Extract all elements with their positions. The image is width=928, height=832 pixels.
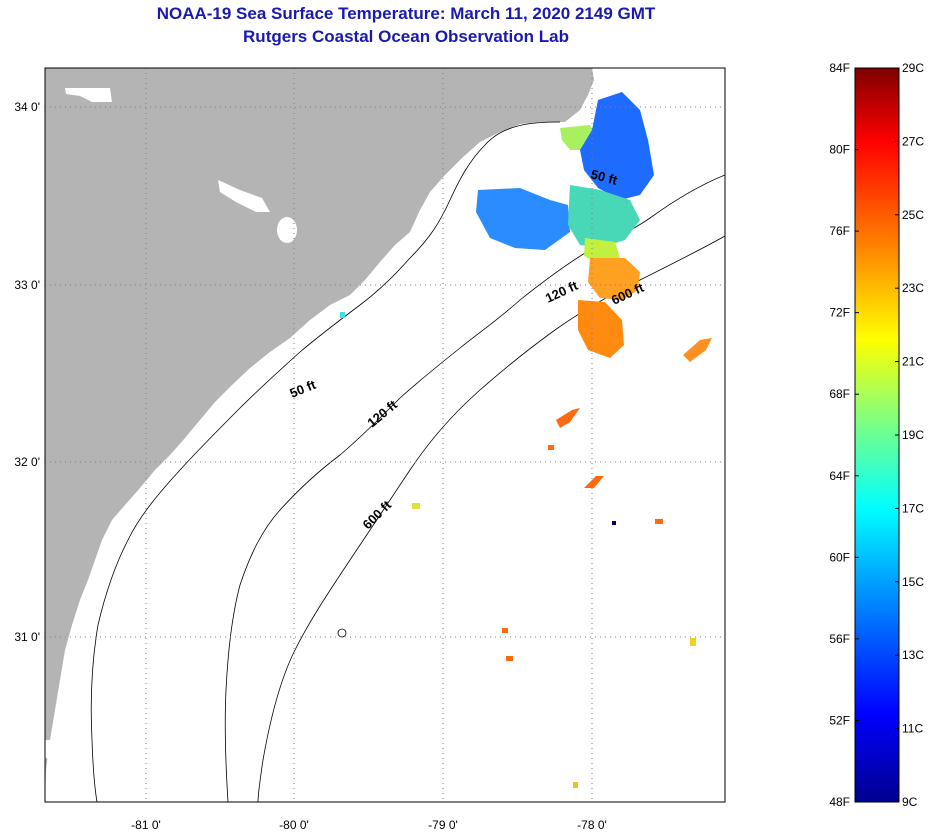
colorbar-f-label: 48F [829,795,850,809]
colorbar-c-label: 27C [902,134,924,148]
colorbar-c-label: 25C [902,208,924,222]
colorbar-f-label: 72F [829,306,850,320]
colorbar-f-label: 60F [829,550,850,564]
lon-label-81: -81 0' [131,818,161,832]
map-subtitle: Rutgers Coastal Ocean Observation Lab [243,27,569,46]
lat-label-32: 32 0' [14,455,40,469]
sst-speck-8 [612,521,616,525]
sst-speck-4 [506,656,513,661]
lon-label-80: -80 0' [279,818,309,832]
sst-streak-1 [556,408,580,428]
map-frame [44,67,726,803]
colorbar-f-label: 76F [829,224,850,238]
sst-speck-7 [340,312,345,318]
lake-2 [218,180,270,212]
map-title: NOAA-19 Sea Surface Temperature: March 1… [156,4,656,23]
sst-speck-1 [412,503,420,509]
sst-patch-yellow [584,238,620,264]
sst-patch-cyan [568,185,640,248]
contour-600ft-loop [337,628,347,638]
sst-speck-3 [502,628,508,633]
colorbar-f-label: 80F [829,143,850,157]
colorbar-c-label: 23C [902,281,924,295]
graticule [45,68,725,802]
colorbar-c-label: 11C [902,722,923,736]
colorbar-c-label: 13C [902,648,924,662]
colorbar-f-label: 64F [829,469,850,483]
lat-label-31: 31 0' [14,630,40,644]
colorbar-fahrenheit-labels: 84F 80F 76F 72F 68F 64F 60F 56F 52F 48F [829,61,859,809]
sst-patch-blue-north [580,92,654,200]
sst-speck-6 [548,445,554,450]
sst-patch-orange-north [588,258,640,300]
colorbar-c-label: 9C [902,795,918,809]
lon-label-78: -78 0' [577,818,607,832]
colorbar-f-label: 84F [829,61,850,75]
colorbar-c-label: 29C [902,61,924,75]
colorbar-f-label: 56F [829,632,850,646]
colorbar-c-label: 21C [902,355,924,369]
land-mass [45,68,594,802]
colorbar-c-label: 19C [902,428,924,442]
sst-patch-blue-west [476,188,570,250]
contour-label-50ft-north: 50 ft [589,166,619,188]
sst-patch-orange-south [578,300,624,358]
colorbar-c-label: 15C [902,575,924,589]
contour-50ft [90,121,561,802]
lat-label-33: 33 0' [14,278,40,292]
colorbar-f-label: 68F [829,387,850,401]
sst-patch-east [683,338,712,362]
colorbar-c-label: 17C [902,501,924,515]
sst-speck-5 [655,519,663,524]
sst-speck-9 [573,782,578,788]
lake-1 [65,88,112,102]
colorbar [854,67,900,803]
lat-label-34: 34 0' [14,100,40,114]
colorbar-f-label: 52F [829,713,850,727]
lake-3 [277,217,297,243]
sst-speck-2 [690,638,696,646]
lon-label-79: -79 0' [428,818,458,832]
lake-4 [45,740,70,760]
colorbar-celsius-labels: 29C 27C 25C 23C 21C 19C 17C 15C 13C 11C 9C [895,61,924,809]
sst-streak-2 [584,476,604,488]
